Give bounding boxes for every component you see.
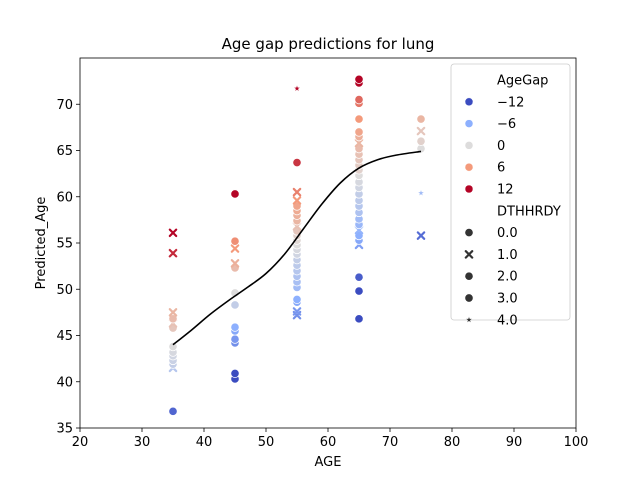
data-point [416,114,426,124]
points-layer [168,74,426,416]
legend-hue-label: 6 [497,161,505,176]
legend-style-marker [464,271,474,281]
data-point [230,244,240,253]
legend-hue-title: AgeGap [497,74,548,89]
data-point [354,286,364,296]
data-point [354,138,364,148]
legend: AgeGap −12 −6 0 6 12 DTHHRDY 0.0 1.0 2.0 3.0 4.0 [450,63,571,328]
x-tick-label: 90 [506,435,523,450]
legend-hue-swatch [464,141,474,150]
x-tick-label: 20 [72,435,89,450]
data-point [292,187,302,197]
legend-hue-swatch [464,97,474,107]
data-point [230,368,240,378]
data-point [416,136,426,146]
data-point [230,236,240,246]
y-tick-label: 65 [56,144,73,159]
data-point [168,228,178,238]
legend-hue-label: 0 [497,139,505,154]
data-point [292,294,302,304]
data-point [416,231,426,240]
legend-hue-label: −12 [497,95,524,110]
data-point [230,259,240,268]
x-tick-label: 50 [258,435,275,450]
data-point [230,322,240,332]
data-point [416,126,426,136]
legend-style-label: 0.0 [497,226,518,241]
y-tick-label: 45 [56,329,73,344]
legend-style-marker [464,250,474,259]
legend-hue-label: −6 [497,117,516,132]
data-point [293,84,301,92]
data-point [230,189,240,199]
legend-style-label: 1.0 [497,248,518,263]
y-axis: 35 40 45 50 55 60 65 70 [56,98,80,437]
trend-layer [172,150,422,346]
data-point [230,334,240,344]
data-point [168,308,178,317]
legend-style-label: 3.0 [497,292,518,307]
data-point [354,114,364,124]
data-point [230,300,240,310]
data-point [168,248,178,258]
x-tick-label: 40 [196,435,213,450]
data-point [168,406,178,416]
x-tick-label: 80 [444,435,461,450]
data-point [354,127,364,137]
y-tick-label: 35 [56,422,73,437]
data-point [417,189,425,197]
legend-style-label: 4.0 [497,313,518,328]
legend-style-title: DTHHRDY [497,204,561,219]
y-tick-label: 55 [56,237,73,252]
y-tick-label: 40 [56,375,73,390]
data-point [168,314,178,324]
data-point [292,307,302,316]
data-point [354,272,364,282]
y-tick-label: 70 [56,98,73,113]
y-tick-label: 60 [56,190,73,205]
legend-style-marker [465,316,473,323]
x-tick-label: 60 [320,435,337,450]
data-point [354,314,364,324]
x-tick-label: 70 [382,435,399,450]
data-point [292,157,302,168]
x-tick-label: 100 [564,435,589,450]
data-point [354,95,364,105]
legend-hue-swatch [464,119,474,128]
x-axis-label: AGE [315,455,342,470]
legend-style-marker [464,293,474,303]
y-tick-label: 50 [56,283,73,298]
legend-hue-swatch [464,162,474,172]
legend-style-label: 2.0 [497,270,518,285]
trend-line [172,150,422,346]
legend-box [450,63,571,321]
legend-hue-label: 12 [497,183,514,198]
legend-style-marker [464,228,474,238]
x-axis: 20 30 40 50 60 70 80 90 100 [72,428,589,450]
data-point [354,74,364,84]
y-axis-label: Predicted_Age [34,197,49,290]
chart-title: Age gap predictions for lung [222,35,435,53]
x-tick-label: 30 [134,435,151,450]
data-point [168,342,178,352]
data-point [292,196,302,205]
legend-hue-swatch [464,184,474,194]
